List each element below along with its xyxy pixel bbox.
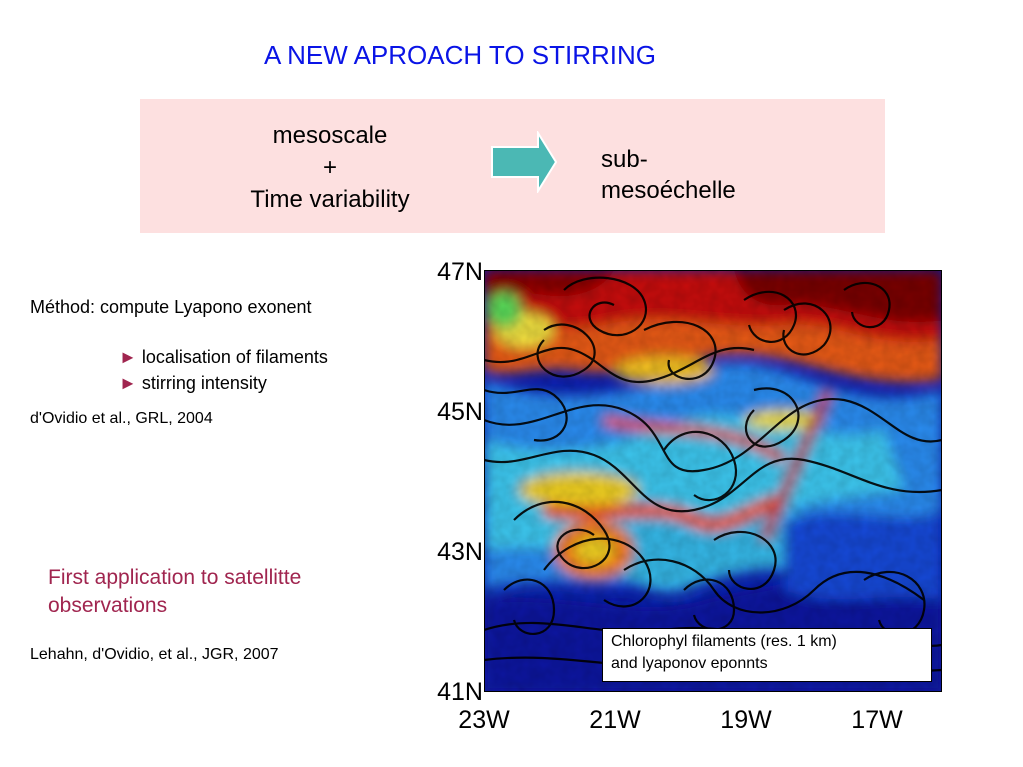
highlight-line2: observations	[48, 594, 168, 617]
highlight-line1: First application to satellitte	[48, 566, 302, 589]
box-left-line1: mesoscale	[272, 122, 388, 149]
x-tick-label: 17W	[851, 706, 903, 734]
bullet-arrow-icon: ►	[119, 347, 137, 367]
y-tick-label: 45N	[437, 398, 483, 426]
box-right-text: sub- mesoéchelle	[601, 144, 831, 206]
box-left-line3: Time variability	[250, 186, 410, 213]
bullet-item: ► localisation of filaments	[119, 347, 328, 368]
box-right-line1: sub-	[601, 146, 648, 173]
caption-line2: and lyaponov eponnts	[611, 655, 768, 672]
y-tick-label: 43N	[437, 538, 483, 566]
method-text: Méthod: compute Lyapono exonent	[30, 297, 312, 317]
map-caption: Chlorophyl filaments (res. 1 km) and lya…	[602, 628, 932, 682]
bullet-label: localisation of filaments	[141, 347, 328, 367]
right-arrow-icon	[491, 131, 558, 193]
highlight-text: First application to satellitte observat…	[48, 564, 388, 620]
y-tick-label: 41N	[437, 678, 483, 706]
x-tick-label: 19W	[720, 706, 772, 734]
chlorophyll-map-image	[484, 270, 942, 692]
box-right-line2: mesoéchelle	[601, 177, 736, 204]
bullet-item: ► stirring intensity	[119, 373, 267, 394]
bullet-arrow-icon: ►	[119, 373, 137, 393]
y-tick-label: 47N	[437, 258, 483, 286]
x-tick-label: 21W	[589, 706, 641, 734]
box-left-line2: +	[322, 154, 337, 181]
bullet-label: stirring intensity	[141, 373, 267, 393]
reference-grl: d'Ovidio et al., GRL, 2004	[30, 410, 213, 427]
reference-jgr: Lehahn, d'Ovidio, et al., JGR, 2007	[30, 646, 279, 663]
box-left-text: mesoscale + Time variability	[210, 120, 450, 216]
slide-title: A NEW APROACH TO STIRRING	[264, 40, 656, 70]
x-tick-label: 23W	[458, 706, 510, 734]
caption-line1: Chlorophyl filaments (res. 1 km)	[611, 633, 837, 650]
